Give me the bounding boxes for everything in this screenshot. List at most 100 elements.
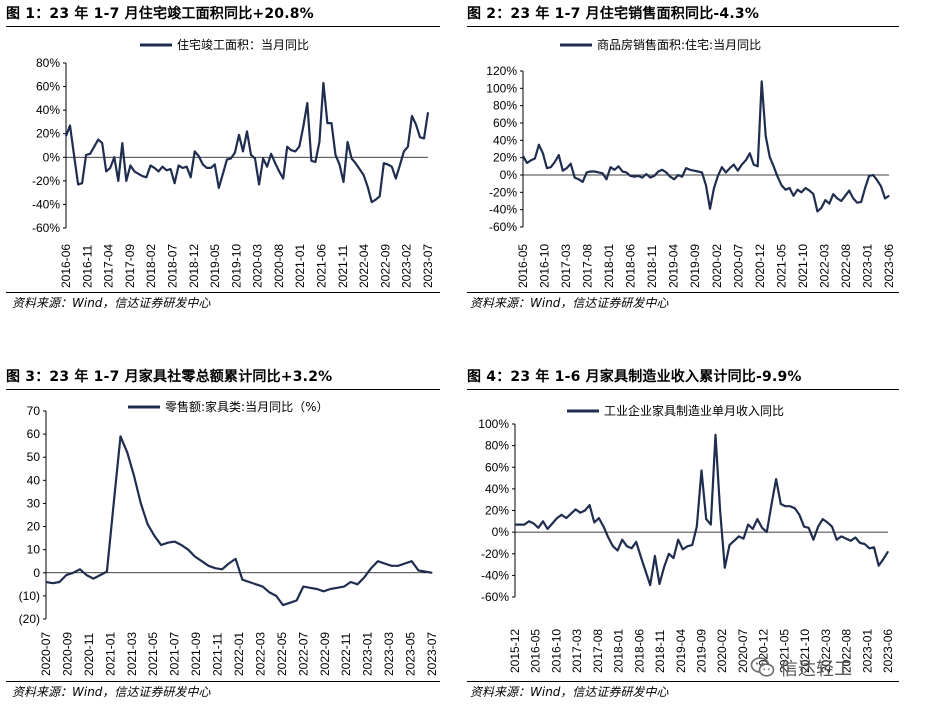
data-point: [609, 166, 612, 168]
data-point: [854, 536, 856, 539]
data-point: [45, 581, 47, 583]
x-tick-label: 2020-09: [60, 632, 74, 676]
data-point: [824, 199, 826, 201]
figure-1-title-rule: [6, 26, 440, 27]
data-point: [514, 524, 516, 526]
data-point: [864, 187, 866, 189]
data-point: [789, 505, 791, 507]
data-point: [602, 172, 604, 174]
data-point: [579, 512, 581, 514]
data-point: [194, 150, 196, 152]
x-tick-label: 2016-05: [529, 629, 543, 673]
x-tick-label: 2017-08: [591, 629, 605, 673]
x-tick-label: 2023-07: [421, 244, 435, 288]
data-point: [663, 566, 665, 568]
data-point: [363, 174, 365, 176]
data-point: [530, 159, 532, 161]
data-point: [803, 526, 805, 528]
data-point: [241, 579, 243, 581]
data-point: [126, 452, 128, 454]
data-point: [832, 193, 834, 195]
data-point: [99, 574, 101, 576]
data-point: [73, 154, 75, 156]
x-tick-label: 2016-05: [516, 244, 530, 288]
y-tick-label: 0%: [43, 150, 61, 164]
data-point: [661, 169, 663, 171]
x-tick-label: 2022-03: [819, 629, 833, 673]
data-point: [542, 520, 544, 522]
data-point: [230, 157, 232, 160]
data-point: [742, 538, 745, 540]
data-point: [788, 187, 791, 189]
y-tick-label: -60%: [481, 590, 509, 604]
data-point: [578, 178, 580, 180]
data-point: [852, 197, 854, 199]
data-point: [681, 176, 683, 178]
data-point: [721, 166, 723, 168]
data-point: [542, 152, 544, 154]
data-point: [69, 124, 71, 127]
data-point: [733, 540, 735, 542]
data-point: [387, 163, 389, 165]
x-tick-label: 2019-09: [695, 629, 709, 673]
data-point: [804, 187, 807, 189]
data-point: [411, 115, 413, 117]
data-point: [840, 200, 842, 202]
x-tick-label: 2022-08: [840, 629, 854, 673]
data-point: [397, 565, 399, 567]
data-point: [713, 187, 715, 189]
x-tick-label: 2023-05: [404, 632, 418, 676]
data-point: [207, 565, 210, 567]
x-tick-label: 2020-03: [251, 244, 265, 288]
data-point: [289, 602, 291, 604]
data-point: [190, 176, 192, 178]
y-tick-label: 60: [27, 427, 41, 441]
data-point: [761, 80, 763, 82]
x-tick-label: 2017-04: [102, 244, 116, 288]
data-point: [298, 146, 300, 148]
data-point: [522, 155, 524, 157]
data-point: [872, 174, 874, 176]
y-tick-label: 0: [33, 566, 40, 580]
data-point: [773, 165, 775, 167]
data-point: [194, 556, 196, 558]
data-point: [282, 604, 284, 606]
data-point: [781, 184, 783, 186]
data-point: [238, 134, 240, 136]
data-point: [625, 171, 627, 173]
data-point: [761, 527, 763, 529]
data-point: [700, 469, 703, 472]
data-point: [334, 154, 337, 156]
data-point: [343, 586, 345, 588]
x-tick-label: 2020-07: [39, 632, 53, 676]
data-point: [367, 186, 369, 188]
data-point: [800, 191, 803, 193]
data-point: [584, 509, 586, 512]
data-point: [840, 535, 842, 537]
data-point: [612, 545, 614, 547]
data-point: [322, 82, 324, 84]
data-point: [329, 588, 331, 590]
data-point: [371, 201, 373, 203]
x-tick-label: 2023-03: [382, 632, 396, 676]
data-point: [796, 189, 799, 191]
figure-2-chart: 商品房销售面积:住宅:当月同比 120% 100% 80% 60% 40% 20% 0% -20…: [486, 37, 896, 288]
y-tick-label: 20%: [493, 151, 517, 165]
x-tick-label: 2021-05: [774, 244, 788, 288]
data-point: [221, 568, 223, 570]
x-tick-label: 2017-03: [570, 629, 584, 673]
y-tick-label: -20%: [32, 174, 60, 188]
data-point: [645, 173, 647, 175]
x-tick-label: 2022-04: [357, 244, 371, 288]
data-point: [826, 521, 828, 523]
data-point: [519, 524, 521, 526]
data-point: [526, 162, 528, 164]
y-tick-label: 10: [27, 543, 41, 557]
data-point: [668, 553, 670, 555]
data-point: [561, 514, 563, 516]
data-point: [586, 171, 588, 173]
data-point: [282, 177, 284, 180]
x-tick-label: 2018-06: [632, 629, 646, 673]
data-point: [359, 168, 361, 170]
data-point: [753, 164, 755, 166]
